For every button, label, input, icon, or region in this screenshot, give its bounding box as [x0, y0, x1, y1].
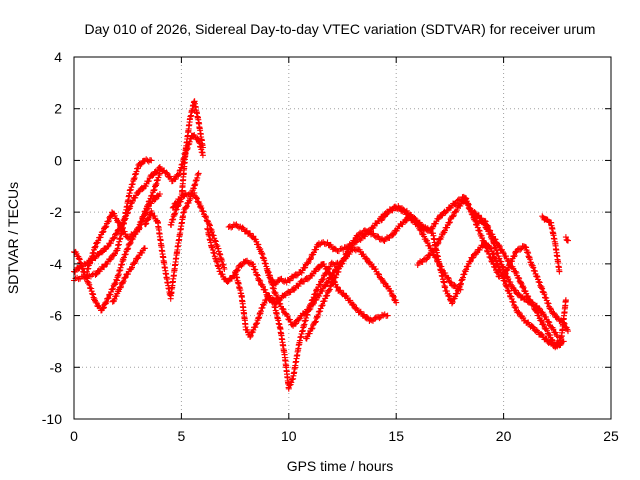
marker-trace: [562, 234, 571, 244]
series-track-q: [500, 243, 571, 335]
x-tick-label: 0: [70, 428, 78, 444]
series-track-g: [167, 98, 206, 228]
y-tick-label: -2: [50, 204, 63, 220]
y-axis-label: SDTVAR / TECUs: [5, 182, 21, 294]
series-track-j: [232, 259, 344, 392]
marker-trace: [500, 243, 571, 335]
x-tick-label: 10: [281, 428, 297, 444]
y-tick-label: -4: [50, 256, 63, 272]
series-track-s: [562, 234, 571, 244]
marker-trace: [539, 213, 563, 275]
grid-lines: [74, 57, 611, 419]
x-axis-label: GPS time / hours: [287, 458, 394, 474]
chart-title: Day 010 of 2026, Sidereal Day-to-day VTE…: [85, 21, 596, 37]
axes: 0 5 10 15 20 25 -10 -8 -6 -4 -2 0 2 4: [42, 49, 619, 444]
y-tick-label: 0: [54, 152, 62, 168]
y-tick-label: -6: [50, 308, 63, 324]
series-track-e: [109, 245, 148, 305]
series-track-r: [539, 213, 563, 275]
marker-trace: [232, 259, 344, 392]
series-track-d: [83, 191, 163, 275]
x-tick-label: 15: [388, 428, 404, 444]
series-track-h: [169, 189, 228, 272]
x-tick-label: 5: [178, 428, 186, 444]
marker-trace: [109, 245, 148, 305]
y-tick-label: -8: [50, 359, 63, 375]
y-tick-label: -10: [42, 411, 62, 427]
x-tick-label: 20: [496, 428, 512, 444]
marker-trace: [83, 191, 163, 275]
marker-trace: [169, 189, 228, 272]
y-tick-label: 4: [54, 49, 62, 65]
y-tick-label: 2: [54, 101, 62, 117]
x-tick-label: 25: [603, 428, 619, 444]
plot-frame: [73, 56, 612, 420]
data-markers: [71, 98, 571, 392]
marker-trace: [167, 98, 206, 228]
